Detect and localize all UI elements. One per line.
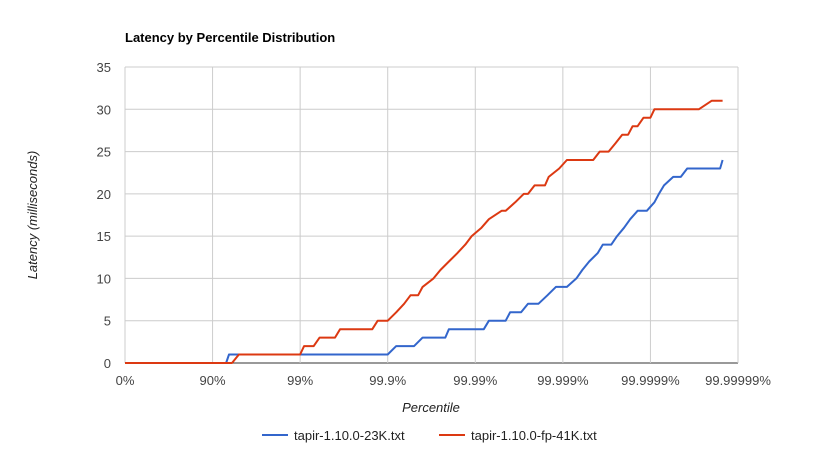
y-tick-labels: 0 5 10 15 20 25 30 35 xyxy=(97,60,111,371)
y-axis-title: Latency (milliseconds) xyxy=(25,151,40,280)
x-tick-labels: 0% 90% 99% 99.9% 99.99% 99.999% 99.9999% 99.999… xyxy=(116,373,772,388)
x-tick-label: 99% xyxy=(287,373,313,388)
x-tick-label: 99.9999% xyxy=(621,373,680,388)
y-tick-label: 30 xyxy=(97,102,111,117)
y-tick-label: 20 xyxy=(97,187,111,202)
y-tick-label: 10 xyxy=(97,271,111,286)
x-tick-label: 99.99999% xyxy=(705,373,771,388)
grid-lines xyxy=(124,66,739,364)
x-axis-title: Percentile xyxy=(402,400,460,415)
y-tick-label: 15 xyxy=(97,229,111,244)
x-tick-label: 90% xyxy=(200,373,226,388)
x-tick-label: 0% xyxy=(116,373,135,388)
x-tick-label: 99.999% xyxy=(537,373,589,388)
x-tick-label: 99.9% xyxy=(369,373,406,388)
legend-label: tapir-1.10.0-fp-41K.txt xyxy=(471,428,597,443)
series-line-2 xyxy=(125,99,723,364)
series-line-1 xyxy=(125,159,724,364)
y-tick-label: 5 xyxy=(104,314,111,329)
chart-title: Latency by Percentile Distribution xyxy=(125,30,335,45)
x-tick-label: 99.99% xyxy=(453,373,498,388)
y-tick-label: 25 xyxy=(97,145,111,160)
series-lines xyxy=(125,99,724,364)
legend-label: tapir-1.10.0-23K.txt xyxy=(294,428,405,443)
y-tick-label: 35 xyxy=(97,60,111,75)
y-tick-label: 0 xyxy=(104,356,111,371)
legend: tapir-1.10.0-23K.txt tapir-1.10.0-fp-41K.… xyxy=(262,428,597,443)
